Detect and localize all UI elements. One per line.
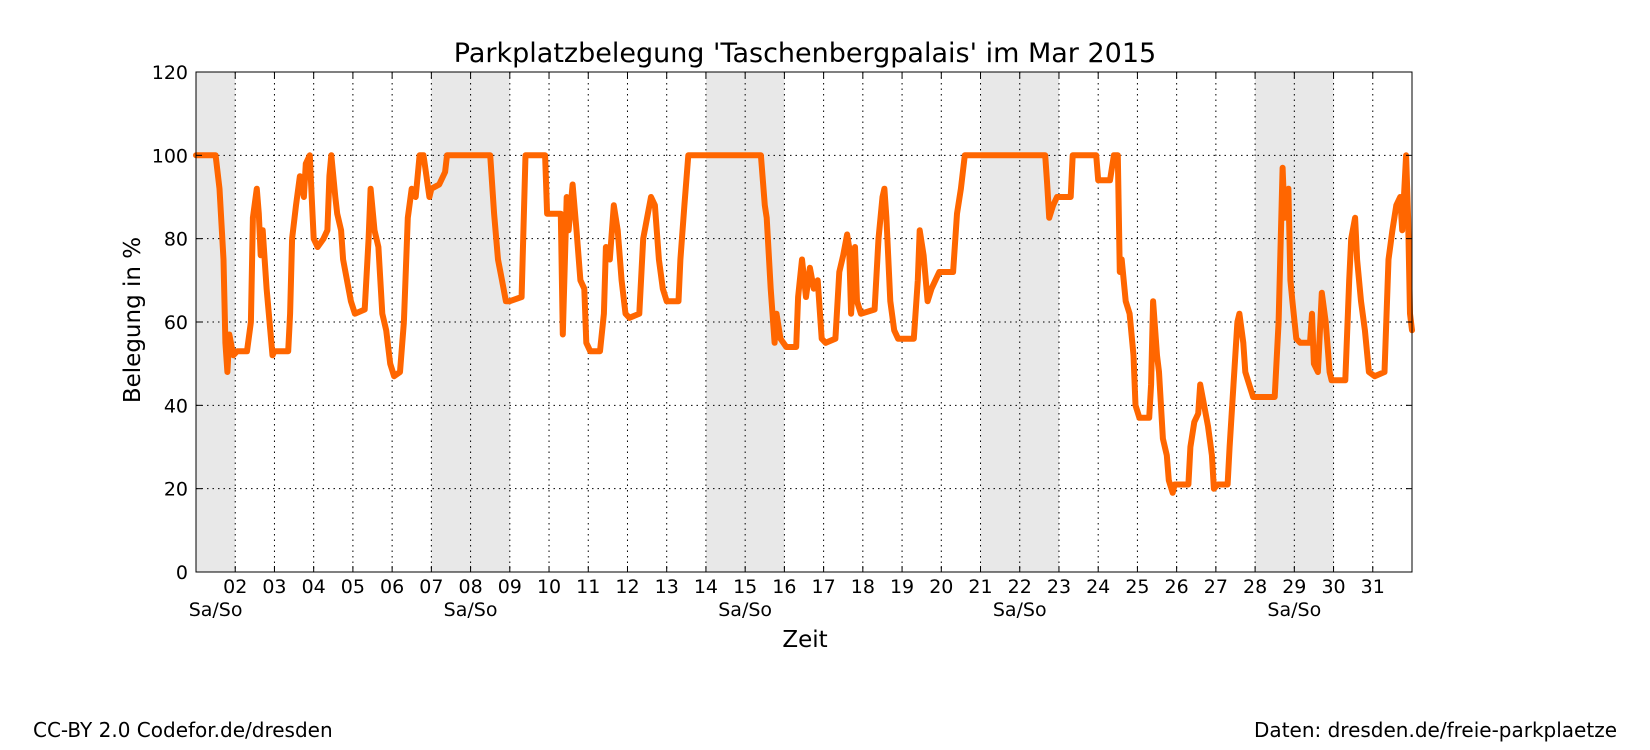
x-tick-label: 31: [1361, 576, 1385, 598]
x-tick-label: 29: [1282, 576, 1306, 598]
x-tick-label: 25: [1125, 576, 1149, 598]
x-tick-label: 17: [812, 576, 836, 598]
occupancy-series-line: [193, 152, 1415, 496]
x-tick-label: 30: [1321, 576, 1345, 598]
x-tick-label: 07: [419, 576, 443, 598]
weekend-label: Sa/So: [444, 599, 498, 621]
x-tick-label: 03: [262, 576, 286, 598]
x-tick-label: 28: [1243, 576, 1267, 598]
x-tick-label: 18: [851, 576, 875, 598]
x-tick-label: 26: [1165, 576, 1189, 598]
series-layer: [193, 152, 1415, 496]
x-tick-label: 22: [1008, 576, 1032, 598]
x-axis-label: Zeit: [782, 627, 827, 653]
x-tick-label: 19: [890, 576, 914, 598]
x-tick-label: 12: [615, 576, 639, 598]
x-tick-label: 15: [733, 576, 757, 598]
y-tick-label: 60: [164, 312, 188, 334]
x-tick-label: 02: [223, 576, 247, 598]
weekend-label: Sa/So: [993, 599, 1047, 621]
x-tick-label: 04: [302, 576, 326, 598]
x-tick-label: 24: [1086, 576, 1110, 598]
y-tick-label: 120: [152, 62, 188, 84]
weekend-label: Sa/So: [1267, 599, 1321, 621]
weekend-label: Sa/So: [718, 599, 772, 621]
footer-data-source: Daten: dresden.de/freie-parkplaetze: [1254, 718, 1617, 742]
x-tick-label: 11: [576, 576, 600, 598]
x-tick-label: 23: [1047, 576, 1071, 598]
x-tick-label: 06: [380, 576, 404, 598]
x-tick-label: 16: [772, 576, 796, 598]
grid-layer: [196, 72, 1412, 572]
weekend-label: Sa/So: [189, 599, 243, 621]
y-axis-label: Belegung in %: [120, 237, 146, 403]
footer-license: CC-BY 2.0 Codefor.de/dresden: [33, 718, 333, 742]
x-tick-label: 20: [929, 576, 953, 598]
y-tick-label: 100: [152, 145, 188, 167]
x-tick-label: 09: [498, 576, 522, 598]
x-tick-label: 21: [968, 576, 992, 598]
chart-title: Parkplatzbelegung 'Taschenbergpalais' im…: [454, 38, 1156, 69]
y-tick-label: 20: [164, 479, 188, 501]
x-tick-label: 13: [655, 576, 679, 598]
x-tick-label: 10: [537, 576, 561, 598]
x-tick-label: 08: [458, 576, 482, 598]
x-tick-label: 27: [1204, 576, 1228, 598]
y-tick-label: 40: [164, 395, 188, 417]
x-tick-label: 14: [694, 576, 718, 598]
x-tick-label: 05: [341, 576, 365, 598]
y-tick-label: 0: [176, 562, 188, 584]
y-tick-label: 80: [164, 229, 188, 251]
